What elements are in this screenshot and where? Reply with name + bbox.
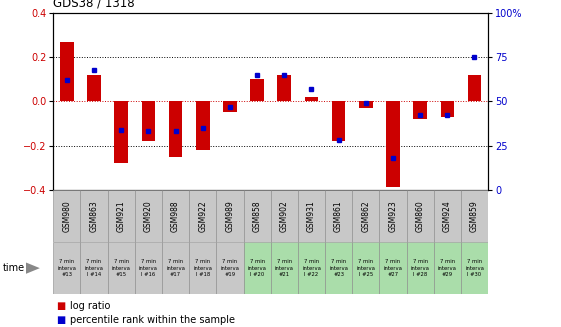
Bar [80, 242, 108, 294]
Text: time: time [3, 263, 25, 273]
Bar [223, 101, 237, 112]
Text: 7 min
interva
#23: 7 min interva #23 [329, 259, 348, 277]
Bar [135, 190, 162, 242]
Bar [243, 242, 270, 294]
Bar [270, 242, 298, 294]
Bar [434, 242, 461, 294]
Text: 7 min
interva
l #25: 7 min interva l #25 [356, 259, 375, 277]
Text: ■: ■ [56, 316, 65, 325]
Bar [379, 190, 407, 242]
Text: 7 min
interva
#27: 7 min interva #27 [384, 259, 402, 277]
Bar [108, 190, 135, 242]
Text: GSM924: GSM924 [443, 200, 452, 232]
Bar [243, 190, 270, 242]
Bar [270, 190, 298, 242]
Text: GSM989: GSM989 [226, 200, 234, 232]
Bar [88, 75, 101, 101]
Text: GSM988: GSM988 [171, 200, 180, 232]
Bar [196, 101, 210, 150]
Bar [298, 242, 325, 294]
Bar [217, 242, 243, 294]
Bar [53, 190, 80, 242]
Bar [440, 101, 454, 117]
Bar [325, 190, 352, 242]
Text: 7 min
interva
#13: 7 min interva #13 [57, 259, 76, 277]
Text: 7 min
interva
#19: 7 min interva #19 [220, 259, 240, 277]
Polygon shape [26, 262, 40, 274]
Bar [434, 190, 461, 242]
Text: GSM923: GSM923 [388, 200, 397, 232]
Bar [169, 101, 182, 157]
Text: 7 min
interva
#21: 7 min interva #21 [275, 259, 294, 277]
Text: GSM980: GSM980 [62, 200, 71, 232]
Text: GSM860: GSM860 [416, 200, 425, 232]
Bar [135, 242, 162, 294]
Bar [60, 42, 73, 101]
Bar [250, 79, 264, 101]
Text: GSM858: GSM858 [252, 200, 261, 232]
Text: 7 min
interva
#29: 7 min interva #29 [438, 259, 457, 277]
Bar [53, 242, 80, 294]
Bar [407, 190, 434, 242]
Bar [352, 242, 379, 294]
Text: GSM859: GSM859 [470, 200, 479, 232]
Bar [114, 101, 128, 163]
Text: percentile rank within the sample: percentile rank within the sample [70, 316, 235, 325]
Text: 7 min
interva
#17: 7 min interva #17 [166, 259, 185, 277]
Text: GSM861: GSM861 [334, 200, 343, 232]
Text: GSM902: GSM902 [280, 200, 289, 232]
Bar [108, 242, 135, 294]
Bar [305, 97, 318, 101]
Text: GSM862: GSM862 [361, 200, 370, 232]
Text: GDS38 / 1318: GDS38 / 1318 [53, 0, 135, 10]
Bar [413, 101, 427, 119]
Bar [359, 101, 373, 108]
Bar [325, 242, 352, 294]
Text: GSM931: GSM931 [307, 200, 316, 232]
Bar [80, 190, 108, 242]
Bar [332, 101, 346, 141]
Text: 7 min
interva
l #18: 7 min interva l #18 [194, 259, 212, 277]
Bar [379, 242, 407, 294]
Text: 7 min
interva
l #22: 7 min interva l #22 [302, 259, 321, 277]
Bar [468, 75, 481, 101]
Text: 7 min
interva
l #28: 7 min interva l #28 [411, 259, 430, 277]
Bar [407, 242, 434, 294]
Bar [352, 190, 379, 242]
Bar [141, 101, 155, 141]
Bar [217, 190, 243, 242]
Text: GSM863: GSM863 [90, 200, 99, 232]
Bar [162, 242, 189, 294]
Text: 7 min
interva
#15: 7 min interva #15 [112, 259, 131, 277]
Bar [162, 190, 189, 242]
Bar [461, 190, 488, 242]
Text: log ratio: log ratio [70, 301, 111, 311]
Text: 7 min
interva
l #20: 7 min interva l #20 [247, 259, 266, 277]
Bar [189, 242, 217, 294]
Text: GSM922: GSM922 [198, 200, 207, 232]
Text: 7 min
interva
l #30: 7 min interva l #30 [465, 259, 484, 277]
Bar [298, 190, 325, 242]
Bar [461, 242, 488, 294]
Text: 7 min
interva
l #16: 7 min interva l #16 [139, 259, 158, 277]
Text: ■: ■ [56, 301, 65, 311]
Bar [189, 190, 217, 242]
Text: GSM921: GSM921 [117, 200, 126, 232]
Bar [278, 75, 291, 101]
Text: GSM920: GSM920 [144, 200, 153, 232]
Bar [386, 101, 400, 187]
Text: 7 min
interva
l #14: 7 min interva l #14 [85, 259, 103, 277]
